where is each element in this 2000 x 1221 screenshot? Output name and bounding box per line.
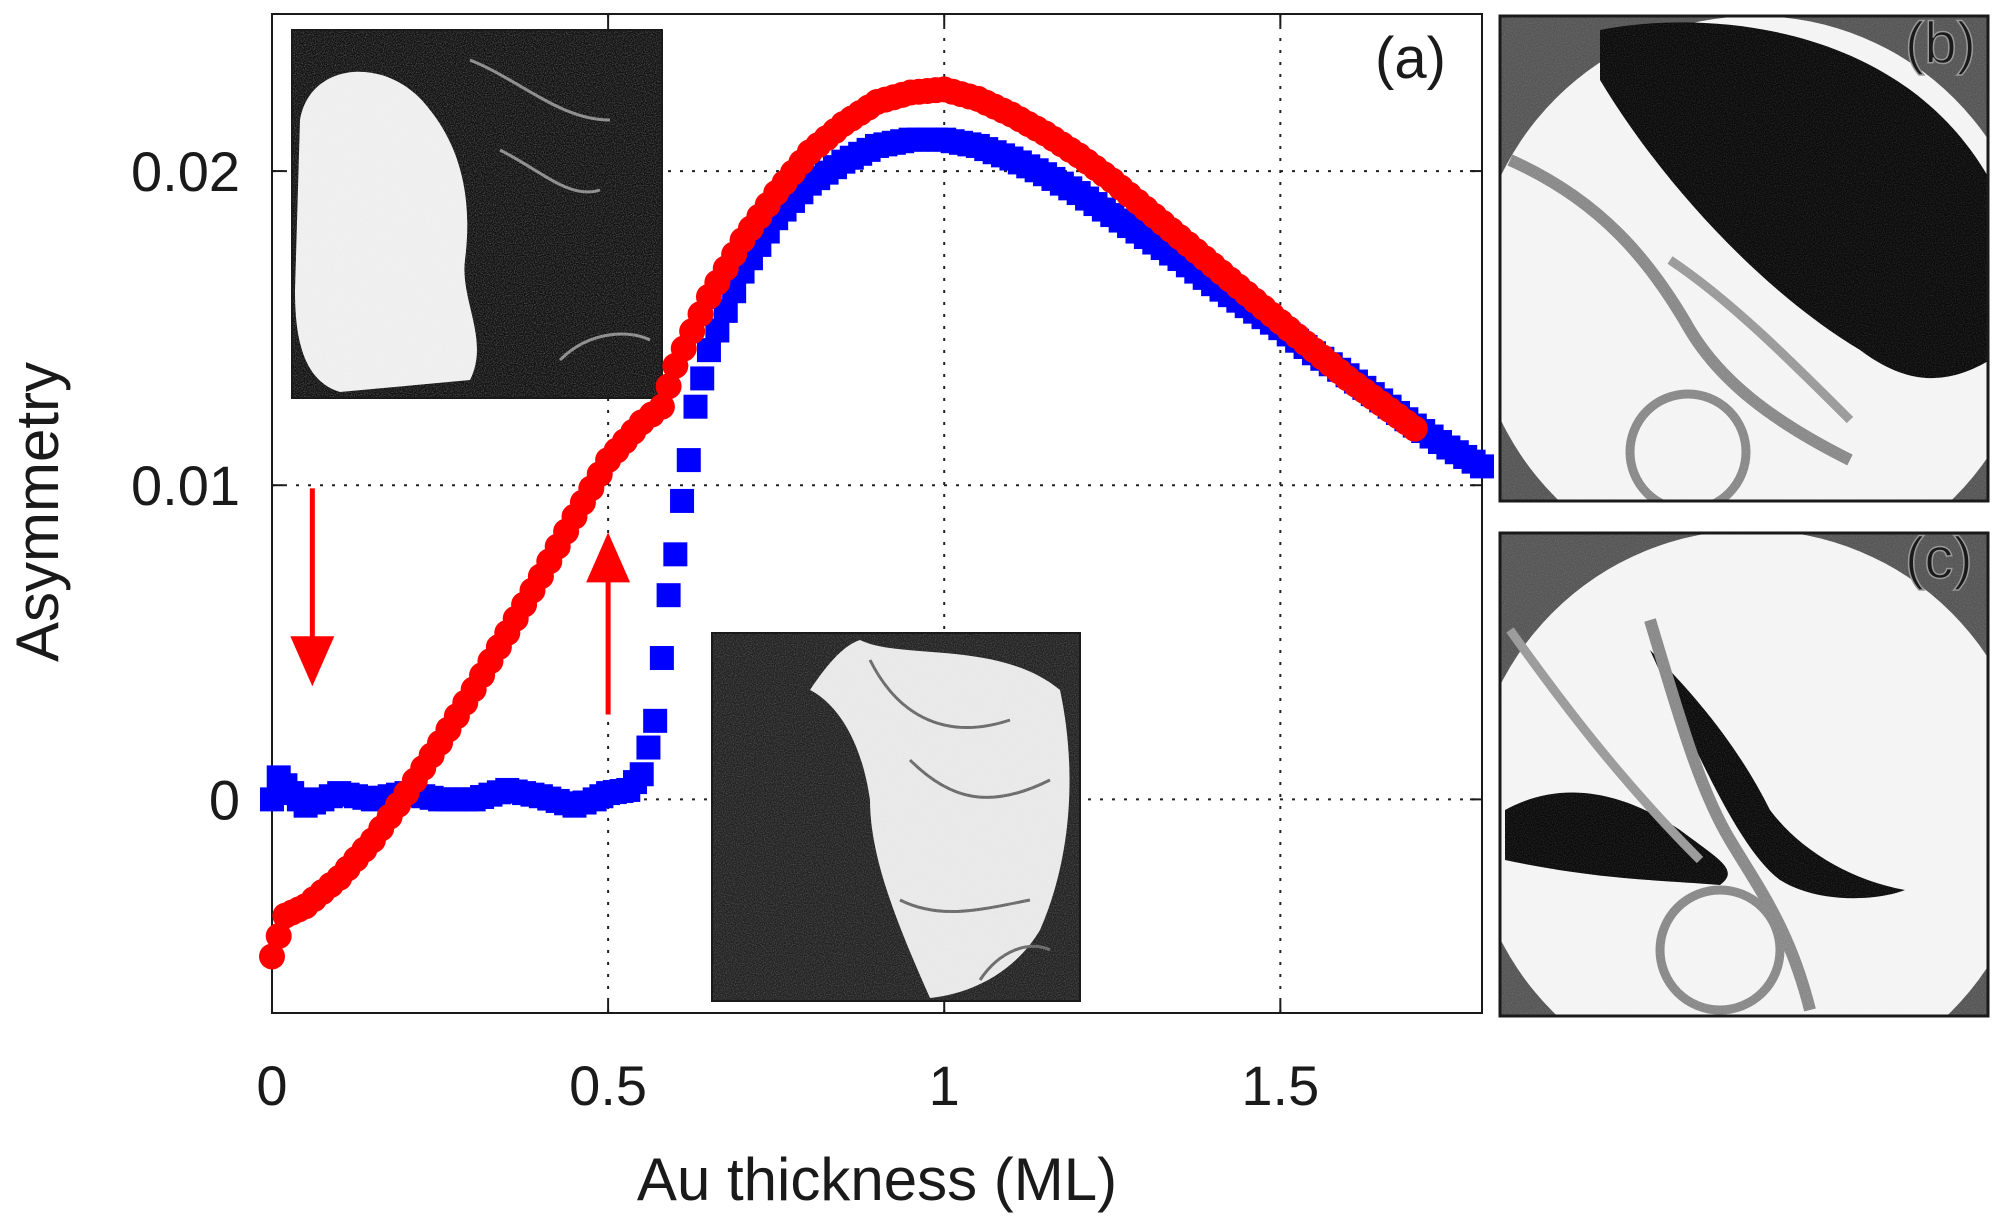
x-axis-label: Au thickness (ML) bbox=[637, 1146, 1117, 1213]
data-point bbox=[656, 583, 681, 608]
data-point bbox=[663, 542, 688, 567]
data-point bbox=[655, 373, 682, 400]
panel-label-a: (a) bbox=[1375, 26, 1446, 91]
grid bbox=[272, 14, 1482, 1013]
data-point bbox=[690, 366, 715, 391]
panel-label-c: (c) bbox=[1905, 526, 1973, 591]
data-point bbox=[1470, 454, 1494, 479]
inset-image-top bbox=[291, 29, 663, 399]
series-red-circles bbox=[259, 76, 1428, 970]
data-point bbox=[643, 708, 668, 733]
y-tick-label: 0.02 bbox=[131, 140, 240, 203]
y-tick-label: 0.01 bbox=[131, 454, 240, 517]
inset-image-bottom bbox=[711, 632, 1081, 1002]
data-point bbox=[1401, 415, 1428, 442]
data-point bbox=[670, 488, 695, 513]
data-point bbox=[265, 923, 292, 950]
x-tick-label: 1.5 bbox=[1241, 1054, 1319, 1117]
image-panel-b bbox=[1500, 16, 1988, 501]
plot-frame bbox=[271, 13, 1483, 1014]
x-tick-label: 0 bbox=[256, 1054, 287, 1117]
arrow-down bbox=[290, 488, 335, 687]
data-point bbox=[648, 393, 675, 420]
data-point bbox=[636, 735, 661, 760]
x-tick-label: 0.5 bbox=[569, 1054, 647, 1117]
y-tick-label: 0 bbox=[209, 768, 240, 831]
image-panel-c-frame bbox=[1498, 531, 1990, 1018]
y-axis-label: Asymmetry bbox=[4, 362, 71, 662]
data-point bbox=[649, 646, 674, 671]
data-point bbox=[683, 394, 708, 419]
image-panel-c bbox=[1500, 533, 1988, 1016]
annotation-layer bbox=[290, 488, 631, 715]
data-point bbox=[676, 448, 701, 473]
series-layer bbox=[259, 76, 1494, 970]
data-point bbox=[259, 943, 285, 970]
panel-label-b: (b) bbox=[1905, 11, 1976, 76]
x-tick-label: 1 bbox=[929, 1054, 960, 1117]
arrow-up bbox=[586, 532, 631, 715]
data-point bbox=[629, 762, 654, 787]
image-panel-b-frame bbox=[1498, 14, 1990, 503]
